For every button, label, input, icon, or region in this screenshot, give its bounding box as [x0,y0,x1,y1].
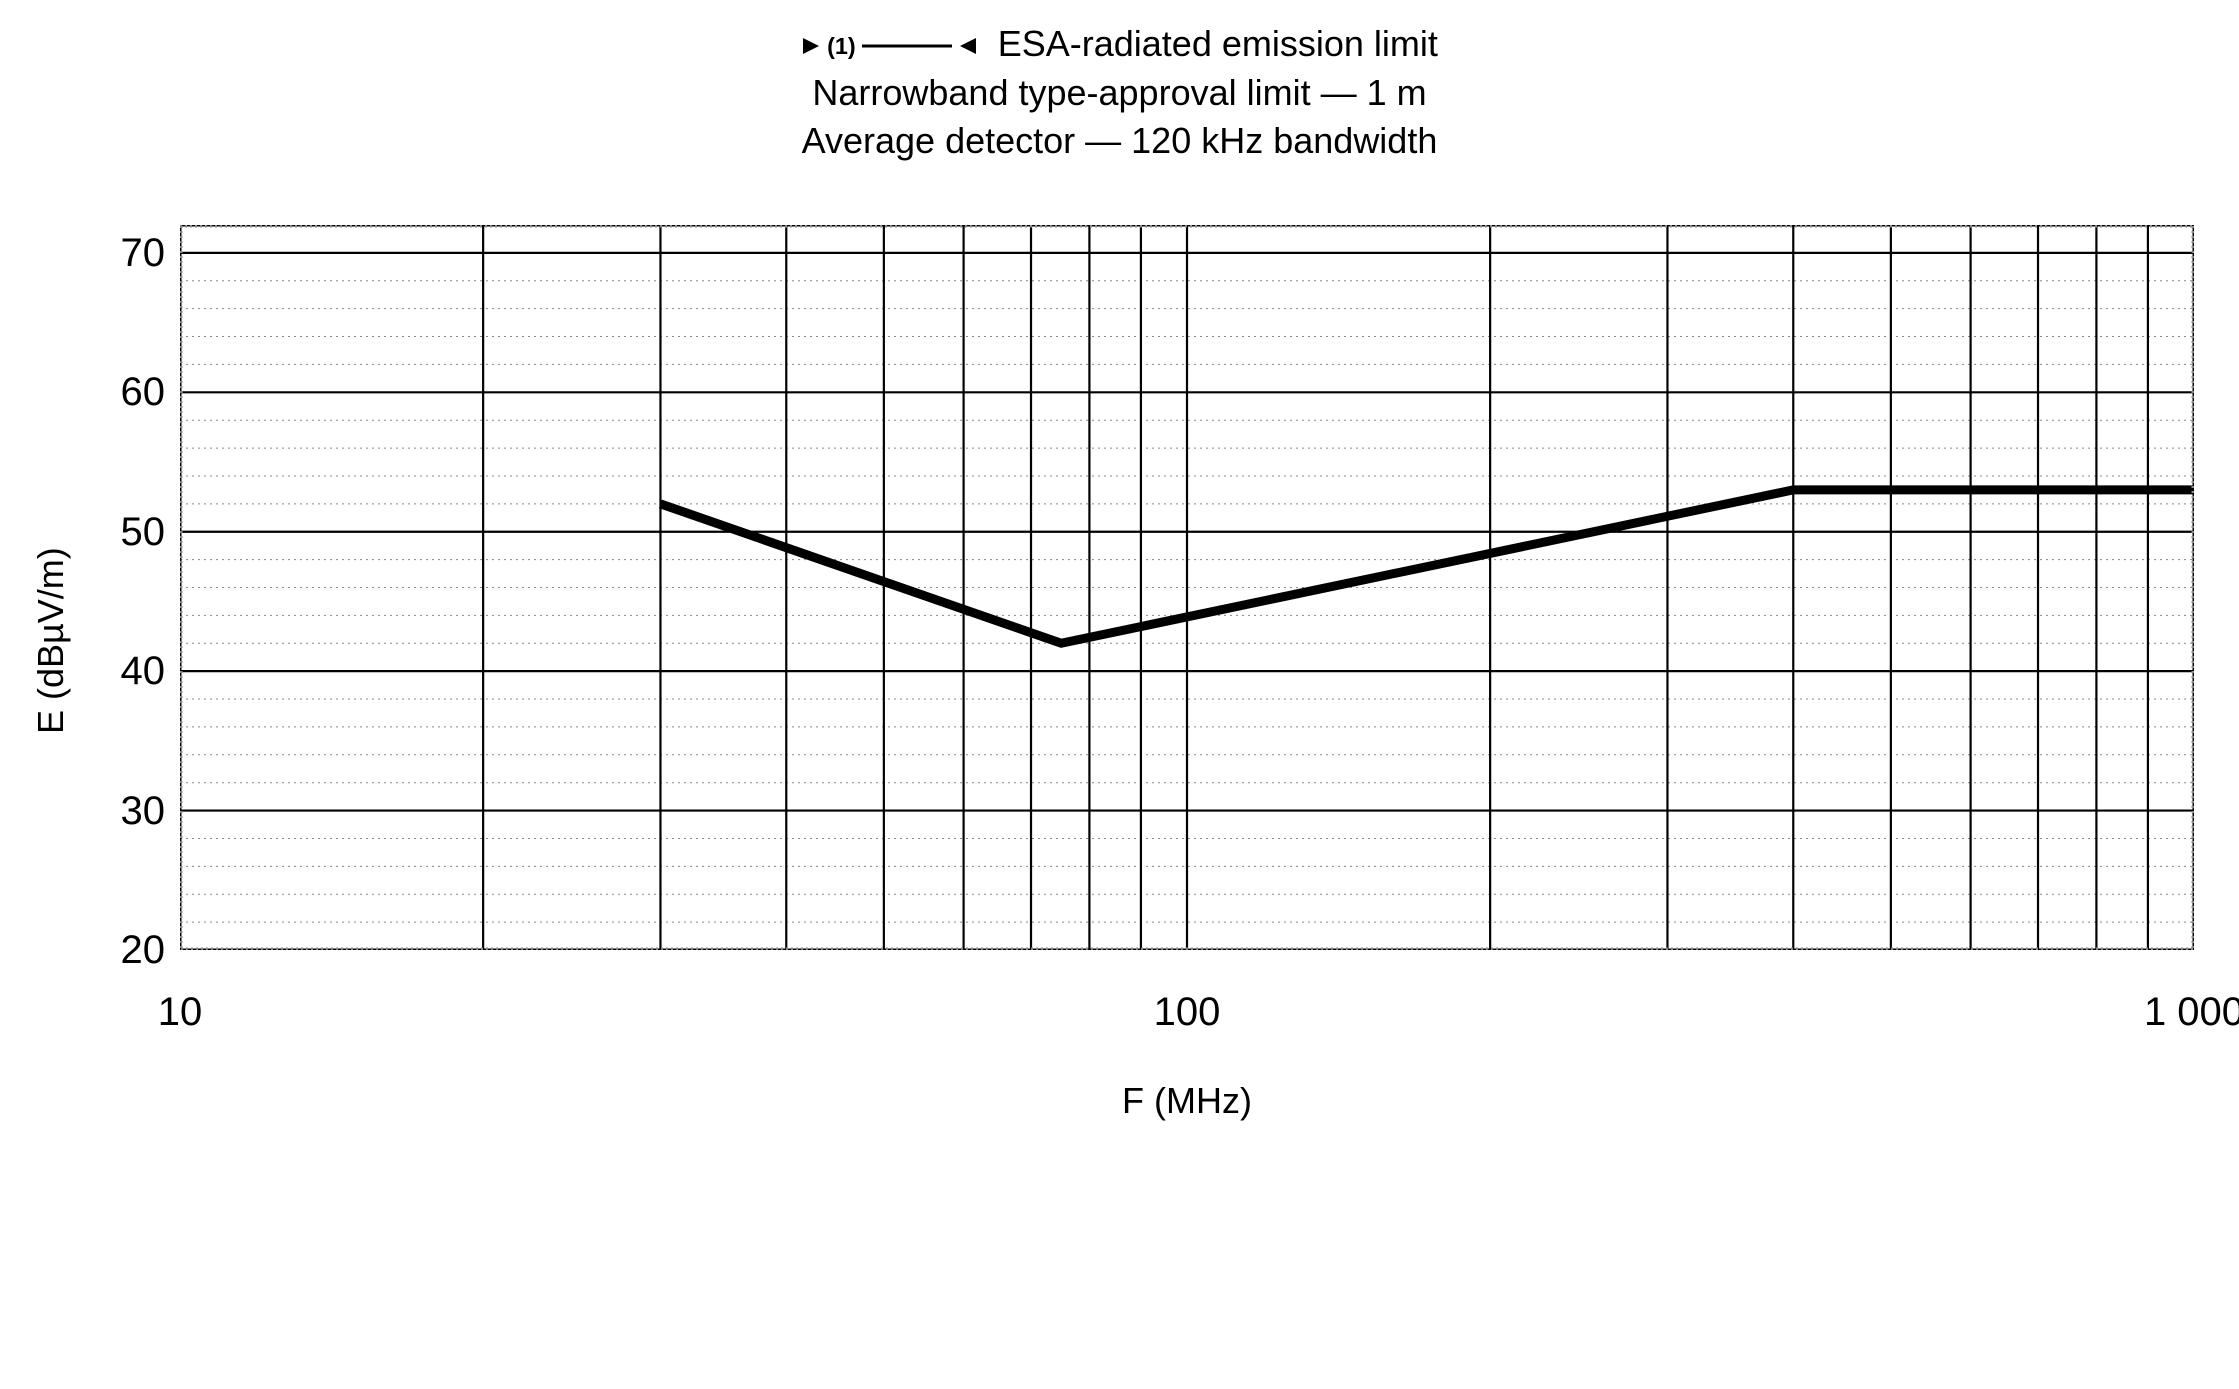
y-axis-label: E (dBµV/m) [30,547,72,734]
y-tick-label: 60 [85,370,165,415]
triangle-left-icon [958,36,978,56]
y-tick-label: 50 [85,510,165,555]
x-tick-label: 100 [1087,990,1287,1035]
title-line-3: Average detector — 120 kHz bandwidth [0,117,2239,166]
footnote-marker: (1) [827,31,856,63]
title-line-2: Narrowband type-approval limit — 1 m [0,69,2239,118]
title-line-1: (1) ESA-radiated emission limit [0,20,2239,69]
plot-svg [180,225,2194,950]
y-tick-label: 40 [85,649,165,694]
legend-marker: (1) [801,31,978,63]
y-tick-label: 70 [85,231,165,276]
page-root: (1) ESA-radiated emission limit Narrowba… [0,0,2239,1389]
x-tick-label: 1 000 [2094,990,2239,1035]
x-tick-label: 10 [80,990,280,1035]
title-text-1: ESA-radiated emission limit [998,20,1438,69]
legend-line-icon [862,36,952,56]
triangle-right-icon [801,36,821,56]
y-tick-label: 30 [85,789,165,834]
y-tick-label: 20 [85,928,165,973]
x-axis-label: F (MHz) [1037,1080,1337,1122]
chart-area [180,225,2194,950]
chart-title-block: (1) ESA-radiated emission limit Narrowba… [0,20,2239,166]
